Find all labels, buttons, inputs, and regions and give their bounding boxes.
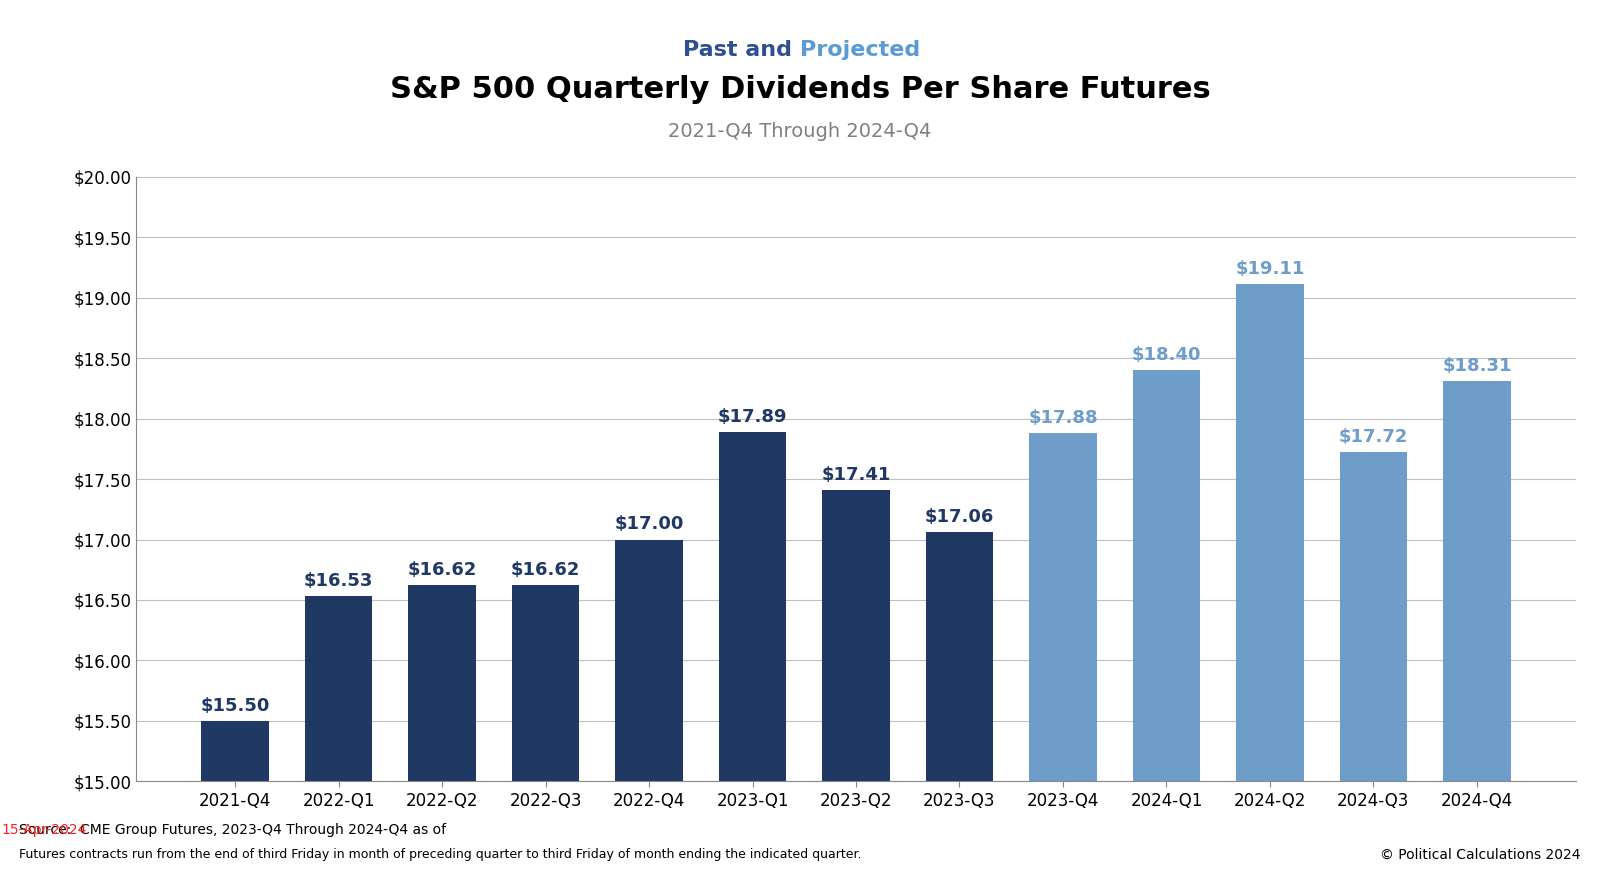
Text: $18.40: $18.40 <box>1131 346 1202 364</box>
Bar <box>1029 433 1096 781</box>
Text: $16.62: $16.62 <box>510 562 581 579</box>
Bar <box>306 596 373 781</box>
Text: $18.31: $18.31 <box>1442 357 1512 375</box>
Bar <box>926 532 994 781</box>
Text: $17.06: $17.06 <box>925 509 994 526</box>
Bar <box>1339 452 1406 781</box>
Text: 15-Apr-2024: 15-Apr-2024 <box>2 823 86 837</box>
Bar <box>202 721 269 781</box>
Bar <box>718 432 786 781</box>
Bar <box>408 585 475 781</box>
Text: $17.89: $17.89 <box>718 408 787 426</box>
Text: Projected: Projected <box>800 40 920 60</box>
Bar <box>1133 370 1200 781</box>
Text: $17.88: $17.88 <box>1029 409 1098 427</box>
Text: $17.72: $17.72 <box>1339 428 1408 447</box>
Text: S&P 500 Quarterly Dividends Per Share Futures: S&P 500 Quarterly Dividends Per Share Fu… <box>390 75 1210 104</box>
Bar <box>512 585 579 781</box>
Bar <box>1443 381 1510 781</box>
Text: 2021-Q4 Through 2024-Q4: 2021-Q4 Through 2024-Q4 <box>669 122 931 141</box>
Bar <box>616 540 683 781</box>
Text: $17.00: $17.00 <box>614 516 683 533</box>
Text: Past and: Past and <box>683 40 800 60</box>
Text: $15.50: $15.50 <box>200 697 270 715</box>
Text: $16.62: $16.62 <box>408 562 477 579</box>
Text: Futures contracts run from the end of third Friday in month of preceding quarter: Futures contracts run from the end of th… <box>19 848 862 861</box>
Bar <box>1237 284 1304 781</box>
Text: $19.11: $19.11 <box>1235 260 1304 278</box>
Text: © Political Calculations 2024: © Political Calculations 2024 <box>1381 848 1581 862</box>
Text: Source:  CME Group Futures, 2023-Q4 Through 2024-Q4 as of: Source: CME Group Futures, 2023-Q4 Throu… <box>19 823 451 837</box>
Text: $16.53: $16.53 <box>304 572 373 591</box>
Bar <box>822 490 890 781</box>
Text: $17.41: $17.41 <box>821 466 891 484</box>
